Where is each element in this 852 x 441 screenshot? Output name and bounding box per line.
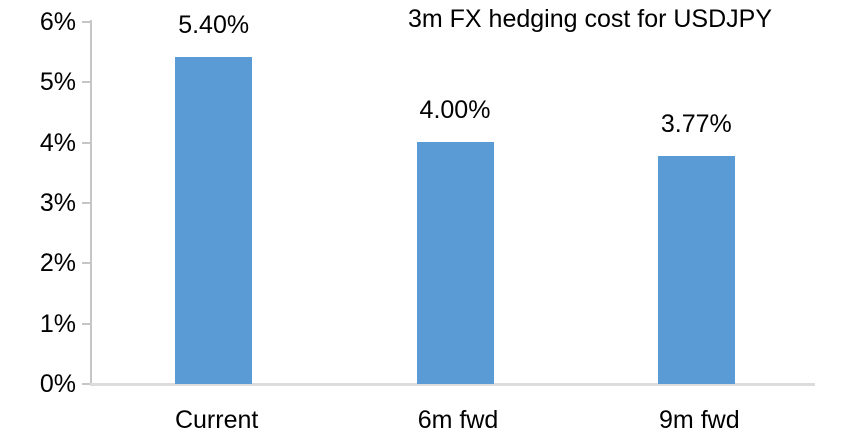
- y-axis-tick: [82, 262, 90, 265]
- y-axis-tick: [82, 202, 90, 204]
- x-axis-category-label: 9m fwd: [659, 406, 740, 434]
- bar-value-label: 3.77%: [660, 109, 732, 138]
- y-axis-tick-label: 0%: [39, 370, 76, 398]
- y-axis-tick-label: 6%: [39, 8, 76, 36]
- x-axis-category-label: Current: [174, 406, 259, 434]
- y-axis-tick-label: 4%: [39, 128, 76, 157]
- x-axis-baseline: [90, 383, 815, 386]
- bar-value-label: 5.40%: [178, 11, 250, 40]
- x-axis-category-label: 6m fwd: [417, 406, 499, 434]
- bar-current: [175, 57, 253, 384]
- y-axis-tick-label: 2%: [39, 249, 76, 278]
- y-axis-line: [90, 20, 92, 385]
- y-axis-tick: [82, 322, 90, 325]
- y-axis-tick: [82, 21, 90, 23]
- bar-9m-fwd: [657, 155, 735, 384]
- y-axis-tick: [82, 383, 90, 385]
- bar-value-label: 4.00%: [419, 95, 491, 124]
- chart-title: 3m FX hedging cost for USDJPY: [407, 5, 773, 33]
- y-axis-tick-label: 5%: [39, 68, 76, 97]
- y-axis-tick: [82, 141, 90, 144]
- y-axis-tick-label: 3%: [39, 189, 76, 217]
- y-axis-tick: [82, 81, 90, 84]
- y-axis-tick-label: 1%: [39, 309, 76, 338]
- bar-6m-fwd: [416, 141, 494, 384]
